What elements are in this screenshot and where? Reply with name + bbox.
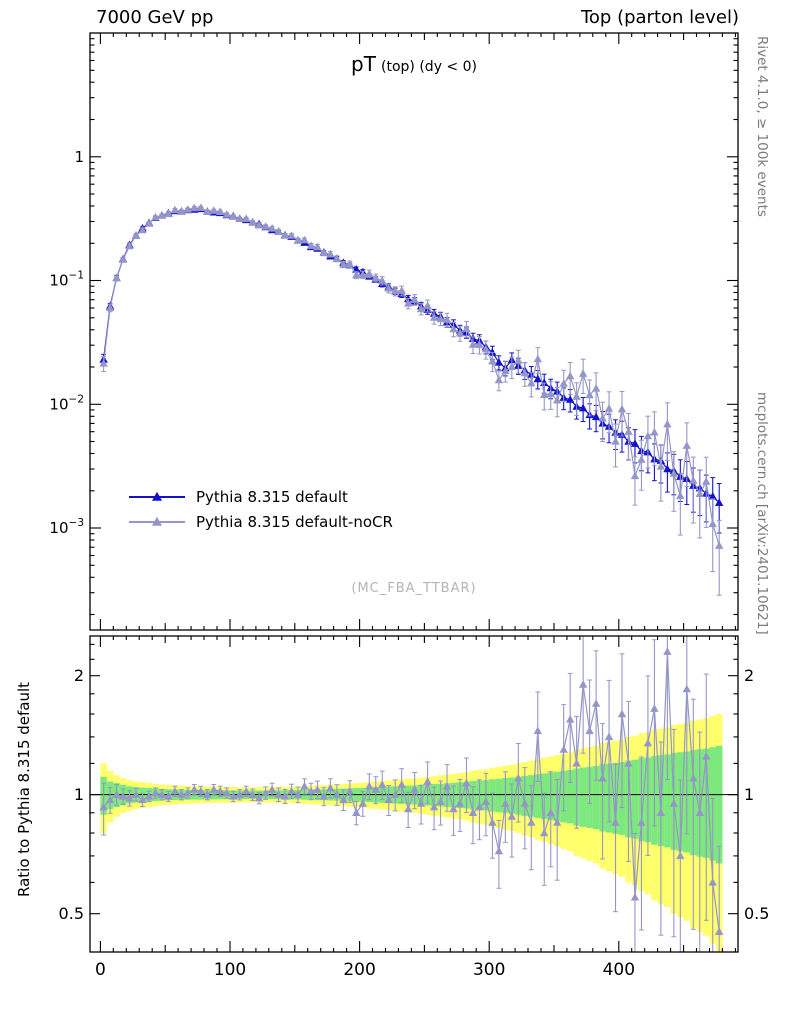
ratio-series-nocr (99, 636, 724, 952)
svg-text:1: 1 (74, 785, 84, 804)
main-frame (89, 32, 739, 631)
svg-text:1: 1 (74, 148, 84, 166)
legend-item-default: Pythia 8.315 default (129, 484, 393, 509)
svg-text:100: 100 (214, 960, 246, 980)
legend-label-nocr: Pythia 8.315 default-noCR (196, 512, 393, 531)
svg-text:0: 0 (95, 960, 106, 980)
triangle-marker-icon (152, 491, 162, 501)
series-nocr (99, 203, 724, 596)
ratio-frame (89, 635, 739, 953)
svg-text:1: 1 (744, 785, 754, 804)
svg-text:10−2: 10−2 (49, 393, 84, 413)
svg-text:0.5: 0.5 (744, 904, 769, 923)
svg-text:200: 200 (343, 960, 375, 980)
svg-text:10−1: 10−1 (49, 270, 84, 290)
rivet-version-caption: Rivet 4.1.0, ≥ 100k events (754, 36, 770, 217)
axis-tick-labels: 0 100 200 300 400 1 10−1 10−2 10−3 2 2 1 1 0.5 0.5 (49, 148, 769, 980)
beam-energy-label: 7000 GeV pp (96, 7, 214, 28)
legend-line (129, 491, 185, 501)
plot-title: pT (top) (dy < 0) (90, 52, 738, 76)
svg-text:400: 400 (603, 960, 635, 980)
legend: Pythia 8.315 default Pythia 8.315 defaul… (129, 484, 393, 534)
svg-text:0.5: 0.5 (59, 904, 84, 923)
triangle-marker-icon (152, 516, 162, 526)
legend-item-nocr: Pythia 8.315 default-noCR (129, 509, 393, 534)
svg-text:10−3: 10−3 (49, 517, 84, 537)
ratio-axis-label: Ratio to Pythia 8.315 default (15, 681, 33, 897)
observable-name: pT (351, 52, 376, 76)
legend-line (129, 516, 185, 526)
svg-text:300: 300 (473, 960, 505, 980)
process-label: Top (parton level) (580, 7, 739, 28)
legend-label-default: Pythia 8.315 default (196, 487, 348, 506)
mcplots-arxiv-caption: mcplots.cern.ch [arXiv:2401.10621] (754, 392, 770, 635)
svg-text:2: 2 (744, 666, 754, 685)
observable-cut: (top) (dy < 0) (381, 59, 477, 75)
axis-ticks (90, 33, 738, 952)
svg-text:2: 2 (74, 666, 84, 685)
analysis-watermark: (MC_FBA_TTBAR) (351, 581, 477, 596)
